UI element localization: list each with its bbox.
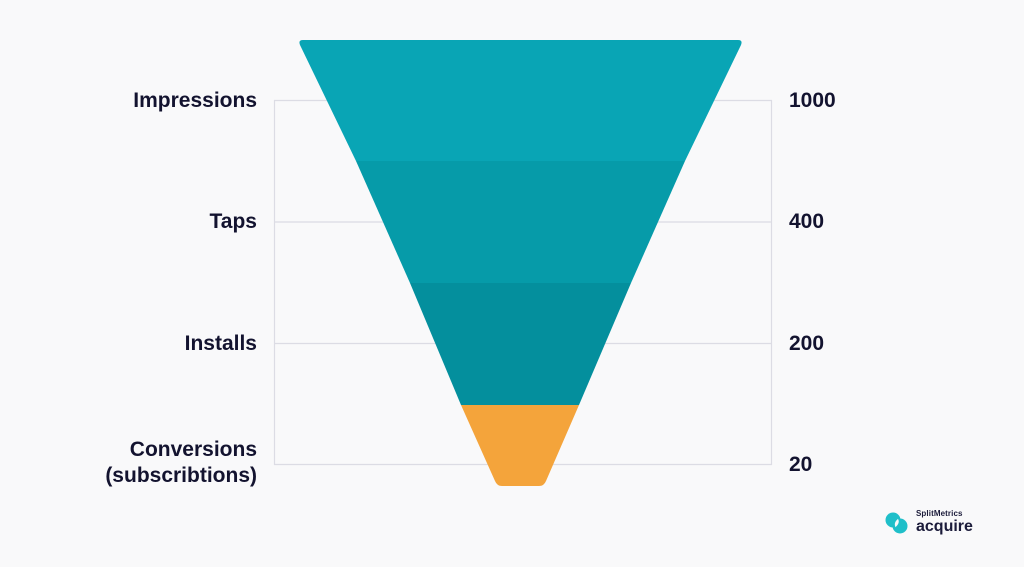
funnel-segment-impressions [299,40,742,161]
label-installs: Installs [184,332,257,355]
value-taps: 400 [789,210,825,233]
logo-product: acquire [916,518,973,535]
label-taps: Taps [209,210,257,233]
logo-mark-icon [885,512,908,533]
value-conversions: 20 [789,453,813,476]
label-conversions-line1: Conversions [129,438,257,461]
label-conversions: Conversions (subscribtions) [105,437,257,489]
label-conversions-line2: (subscribtions) [105,464,257,487]
funnel-segment-conversions [461,405,579,486]
funnel [299,40,742,486]
funnel-segment-taps [356,161,685,283]
splitmetrics-acquire-logo: SplitMetrics acquire [884,510,973,535]
value-installs: 200 [789,332,825,355]
label-impressions: Impressions [133,89,257,112]
funnel-segment-installs [410,283,631,405]
logo-brand: SplitMetrics [916,509,963,518]
value-impressions: 1000 [789,89,836,112]
